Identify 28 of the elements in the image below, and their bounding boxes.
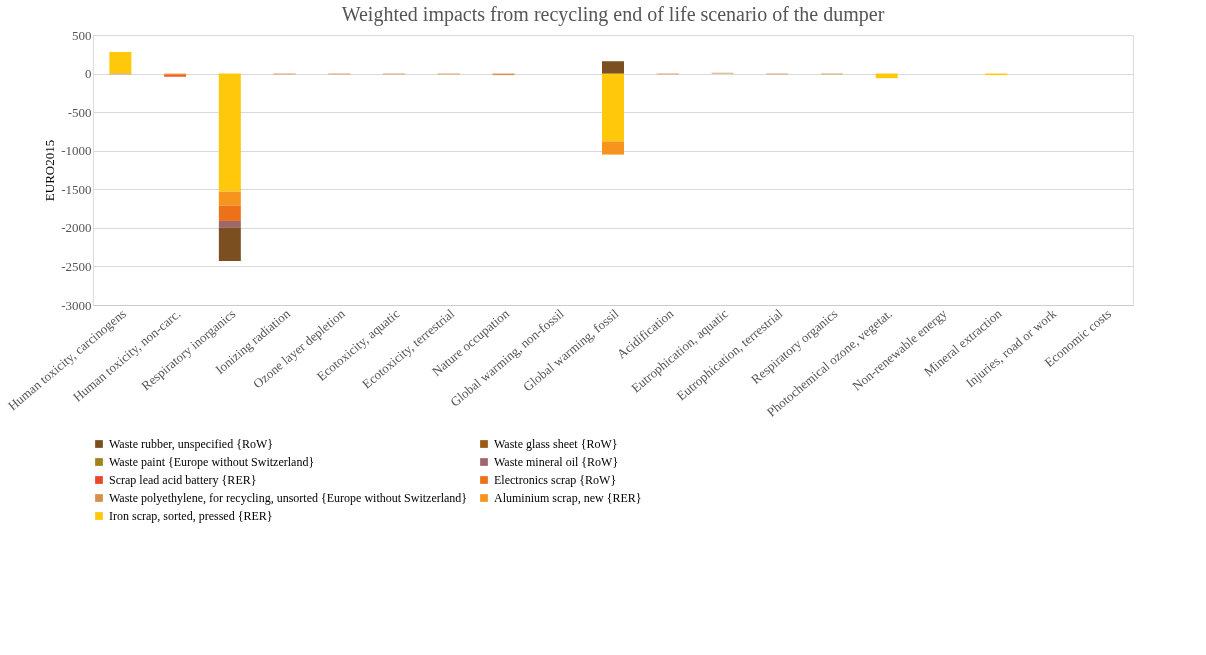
bar [218, 205, 241, 221]
legend-label: Waste glass sheet {RoW} [494, 437, 618, 451]
bar [218, 220, 241, 228]
legend-label: Waste rubber, unspecified {RoW} [109, 437, 274, 451]
bar [602, 61, 624, 74]
legend-label: Waste paint {Europe without Switzerland} [109, 455, 315, 469]
bar [218, 227, 241, 262]
legend-label: Waste mineral oil {RoW} [494, 455, 619, 469]
legend-label: Scrap lead acid battery {RER} [109, 473, 257, 487]
y-tick-label: -2500 [61, 258, 92, 274]
y-tick-label: -3000 [61, 297, 92, 313]
bar [602, 141, 624, 155]
y-tick-label: 0 [85, 66, 92, 82]
bar [109, 51, 132, 74]
legend-label: Electronics scrap {RoW} [494, 473, 617, 487]
legend-label: Waste polyethylene, for recycling, unsorted {Europe without Switzerland} [109, 491, 468, 505]
y-tick-label: -1000 [61, 143, 92, 159]
bar [602, 73, 624, 142]
y-axis-title: EURO2015 [42, 139, 58, 202]
bar [218, 73, 241, 192]
y-tick-label: -1500 [61, 181, 92, 197]
chart-title: Weighted impacts from recycling end of life scenario of the dumper [341, 3, 885, 26]
y-tick-label: -2000 [61, 220, 92, 236]
legend-label: Iron scrap, sorted, pressed {RER} [109, 509, 273, 523]
legend-label: Aluminium scrap, new {RER} [494, 491, 642, 505]
y-tick-label: 500 [72, 27, 92, 43]
bar [218, 191, 241, 206]
y-tick-label: -500 [67, 104, 92, 120]
